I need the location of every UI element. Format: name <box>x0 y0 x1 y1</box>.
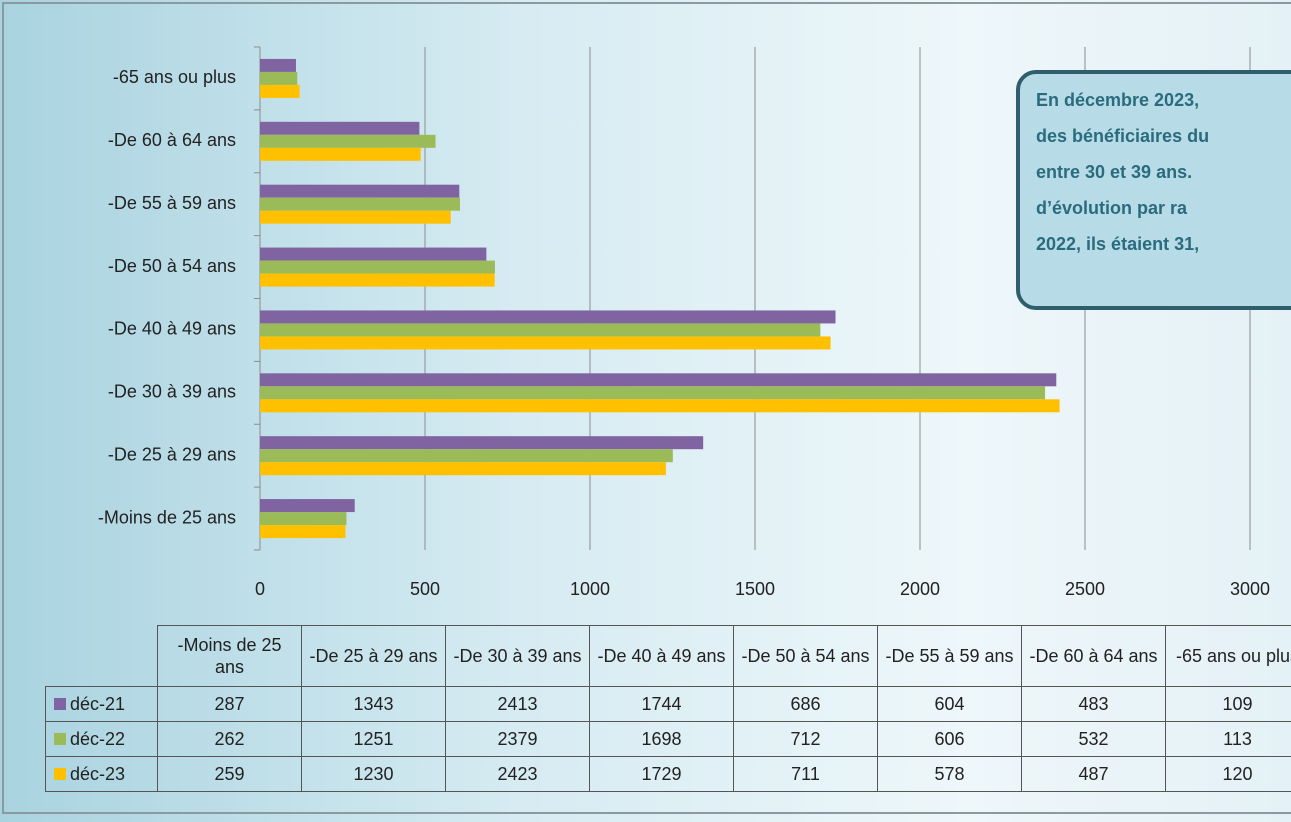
bar <box>260 134 436 148</box>
bar <box>260 184 460 198</box>
table-cell: 262 <box>157 721 302 757</box>
bar <box>260 525 346 539</box>
bar <box>260 58 296 72</box>
table-header-row: -Moins de 25 ans -De 25 à 29 ans -De 30 à … <box>46 625 1291 687</box>
table-cell: 1744 <box>589 686 734 722</box>
table-row: déc-23 259 1230 2423 1729 711 578 487 120 <box>45 756 1291 792</box>
table-cell: 532 <box>1021 721 1166 757</box>
bar <box>260 436 704 450</box>
table: -Moins de 25 ans -De 25 à 29 ans -De 30 à … <box>45 625 1291 792</box>
table-header: -De 60 à 64 ans <box>1021 625 1166 687</box>
table-cell: 287 <box>157 686 302 722</box>
bar <box>260 71 298 85</box>
y-tick-label: -De 40 à 49 ans <box>108 319 236 339</box>
callout-text: En décembre 2023, <box>1036 90 1199 110</box>
legend-label: déc-22 <box>70 729 126 749</box>
table-header: -De 50 à 54 ans <box>733 625 878 687</box>
bar <box>260 462 666 476</box>
bar <box>260 386 1046 400</box>
table-cell: 113 <box>1165 721 1291 757</box>
legend-swatch <box>54 768 66 780</box>
table-cell: 712 <box>733 721 878 757</box>
table-cell: 259 <box>157 756 302 792</box>
y-tick-label: -De 30 à 39 ans <box>108 382 236 402</box>
bar <box>260 512 347 526</box>
table-cell: 711 <box>733 756 878 792</box>
table-cell: 578 <box>877 756 1022 792</box>
table-cell: 1251 <box>301 721 446 757</box>
bar <box>260 323 821 337</box>
y-tick-label: -De 25 à 29 ans <box>108 444 236 464</box>
legend-swatch <box>54 698 66 710</box>
legend-cell: déc-23 <box>45 756 158 792</box>
table-cell: 686 <box>733 686 878 722</box>
y-tick-label: -De 60 à 64 ans <box>108 130 236 150</box>
table-header: -65 ans ou plus <box>1165 625 1291 687</box>
table-cell: 487 <box>1021 756 1166 792</box>
table-row: déc-21 287 1343 2413 1744 686 604 483 109 <box>45 686 1291 722</box>
table-row: déc-22 262 1251 2379 1698 712 606 532 113 <box>45 721 1291 757</box>
table-cell: 604 <box>877 686 1022 722</box>
table-cell: 1729 <box>589 756 734 792</box>
x-tick-label: 0 <box>255 579 265 599</box>
table-header: -De 25 à 29 ans <box>301 625 446 687</box>
callout-text: des bénéficiaires du <box>1036 126 1209 146</box>
callout-text: entre 30 et 39 ans. <box>1036 162 1192 182</box>
y-tick-label: -De 55 à 59 ans <box>108 193 236 213</box>
table-header: -De 55 à 59 ans <box>877 625 1022 687</box>
legend-swatch <box>54 733 66 745</box>
table-header: -De 40 à 49 ans <box>589 625 734 687</box>
legend-label: déc-21 <box>70 694 126 714</box>
bar <box>260 399 1060 413</box>
bar <box>260 273 495 287</box>
y-tick-label: -Moins de 25 ans <box>98 507 236 527</box>
bar <box>260 260 495 274</box>
legend-label: déc-23 <box>70 764 126 784</box>
x-tick-label: 2000 <box>900 579 940 599</box>
bar <box>260 121 420 135</box>
table-cell: 2423 <box>445 756 590 792</box>
callout-box <box>1016 70 1291 310</box>
bar <box>260 247 487 261</box>
legend-cell: déc-22 <box>45 721 158 757</box>
table-cell: 1698 <box>589 721 734 757</box>
callout-text: 2022, ils étaient 31, <box>1036 234 1199 254</box>
bar <box>260 210 451 224</box>
table-cell: 483 <box>1021 686 1166 722</box>
table-cell: 109 <box>1165 686 1291 722</box>
bar <box>260 310 836 324</box>
bar <box>260 449 673 463</box>
bar <box>260 84 300 98</box>
table-cell: 606 <box>877 721 1022 757</box>
bar <box>260 499 355 513</box>
bar <box>260 197 460 211</box>
table-cell: 2379 <box>445 721 590 757</box>
table-header: -Moins de 25 ans <box>157 625 302 687</box>
table-cell: 120 <box>1165 756 1291 792</box>
callout-text: d’évolution par ra <box>1036 198 1188 218</box>
x-tick-label: 1000 <box>570 579 610 599</box>
bar <box>260 336 831 350</box>
bar <box>260 373 1057 387</box>
y-tick-label: -De 50 à 54 ans <box>108 256 236 276</box>
table-cell: 1343 <box>301 686 446 722</box>
table-corner <box>46 626 158 687</box>
bar <box>260 147 421 161</box>
table-cell: 2413 <box>445 686 590 722</box>
data-table: -Moins de 25 ans -De 25 à 29 ans -De 30 à … <box>45 625 1291 792</box>
x-tick-label: 1500 <box>735 579 775 599</box>
x-tick-label: 500 <box>410 579 440 599</box>
table-header: -De 30 à 39 ans <box>445 625 590 687</box>
legend-cell: déc-21 <box>45 686 158 722</box>
x-tick-label: 3000 <box>1230 579 1270 599</box>
y-tick-label: -65 ans ou plus <box>113 67 236 87</box>
table-cell: 1230 <box>301 756 446 792</box>
x-tick-label: 2500 <box>1065 579 1105 599</box>
